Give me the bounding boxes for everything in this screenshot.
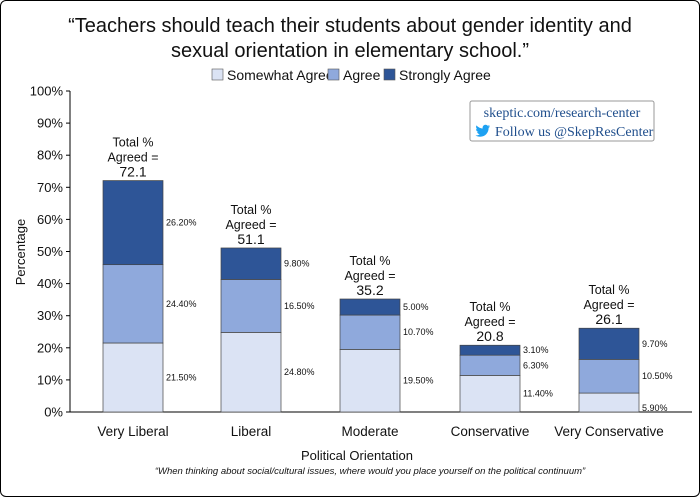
category-label: Moderate [341,424,398,439]
y-tick-label: 0% [44,405,63,420]
x-axis-title: Political Orientation [301,448,413,463]
footnote: “When thinking about social/cultural iss… [155,466,586,477]
bar-segment [220,279,282,333]
y-tick-label: 100% [30,84,64,99]
legend-swatch-strongly-agree [383,68,396,81]
segment-value-label: 10.50% [642,371,673,381]
twitter-bird-icon [475,124,490,137]
bar-segment [220,332,282,413]
bars [102,180,640,413]
bar-segment [578,327,640,360]
legend-label-somewhat-agree: Somewhat Agree [227,67,334,83]
bar-segment [339,298,401,316]
bar-segment [339,314,401,350]
source-box-border [469,100,655,142]
total-label-line1: Total % [589,283,630,297]
legend-label-strongly-agree: Strongly Agree [399,67,491,83]
segment-value-label: 10.70% [403,327,434,337]
total-label-line1: Total % [113,136,154,150]
segment-value-label: 6.30% [523,360,549,370]
source-follow: Follow us @SkepResCenter [495,125,654,140]
total-value: 20.8 [476,328,503,344]
category-label: Conservative [451,424,530,439]
total-label-line2: Agreed = [583,298,634,312]
chart-title-line2: sexual orientation in elementary school.… [171,40,529,62]
total-value: 51.1 [237,231,264,247]
total-label-line1: Total % [470,300,511,314]
segment-value-label: 16.50% [284,301,315,311]
segment-labels: 21.50% 24.40% 26.20% 24.80% 16.50% 9.80% 19.50… [166,218,673,413]
y-tick-label: 80% [37,148,63,163]
category-labels: Very Liberal Liberal Moderate Conservative V… [97,424,663,439]
y-axis-title: Percentage [13,219,28,286]
bar-segment [339,349,401,413]
legend-swatch-agree [327,68,340,81]
bar-segment [102,180,164,266]
source-link[interactable]: skeptic.com/research-center [484,106,641,121]
y-tick-label: 70% [37,180,63,195]
bar-segment [578,359,640,394]
total-label-line1: Total % [350,254,391,268]
category-label: Liberal [231,424,272,439]
total-label-line2: Agreed = [225,218,276,232]
segment-value-label: 5.90% [642,403,668,413]
segment-value-label: 24.40% [166,299,197,309]
total-value: 72.1 [119,164,146,180]
legend-label-agree: Agree [343,67,381,83]
category-label: Very Conservative [554,424,664,439]
bar-segment [459,354,521,376]
y-tick-label: 50% [37,244,63,259]
y-tick-label: 30% [37,308,63,323]
bar-segment [102,264,164,344]
total-label-line2: Agreed = [107,151,158,165]
segment-value-label: 5.00% [403,302,429,312]
bar-segment [220,247,282,280]
total-label-line1: Total % [231,203,272,217]
segment-value-label: 26.20% [166,218,197,228]
source-box: skeptic.com/research-center Follow us @S… [469,100,655,142]
y-tick-label: 90% [37,116,63,131]
segment-value-label: 21.50% [166,372,197,382]
legend: Somewhat Agree Agree Strongly Agree [211,67,491,83]
bar-segment [459,375,521,413]
y-tick-label: 10% [37,372,63,387]
segment-value-label: 9.70% [642,339,668,349]
segment-value-label: 11.40% [523,389,553,399]
chart-title-line1: “Teachers should teach their students ab… [68,15,632,37]
y-tick-label: 60% [37,212,63,227]
bar-segment [459,344,521,356]
y-tick-label: 40% [37,276,63,291]
segment-value-label: 19.50% [403,376,434,386]
y-ticks: 0% 10% 20% 30% 40% 50% 60% 70% 80% 90% 100% [30,84,70,420]
legend-swatch-somewhat-agree [211,68,224,81]
total-label-line2: Agreed = [464,315,515,329]
total-label-line2: Agreed = [344,269,395,283]
bar-segment [102,342,164,413]
segment-value-label: 3.10% [523,345,549,355]
bar-segment [578,392,640,413]
y-tick-label: 20% [37,340,63,355]
total-value: 35.2 [356,282,383,298]
total-value: 26.1 [595,311,622,327]
category-label: Very Liberal [97,424,168,439]
segment-value-label: 9.80% [284,259,310,269]
segment-value-label: 24.80% [284,367,315,377]
